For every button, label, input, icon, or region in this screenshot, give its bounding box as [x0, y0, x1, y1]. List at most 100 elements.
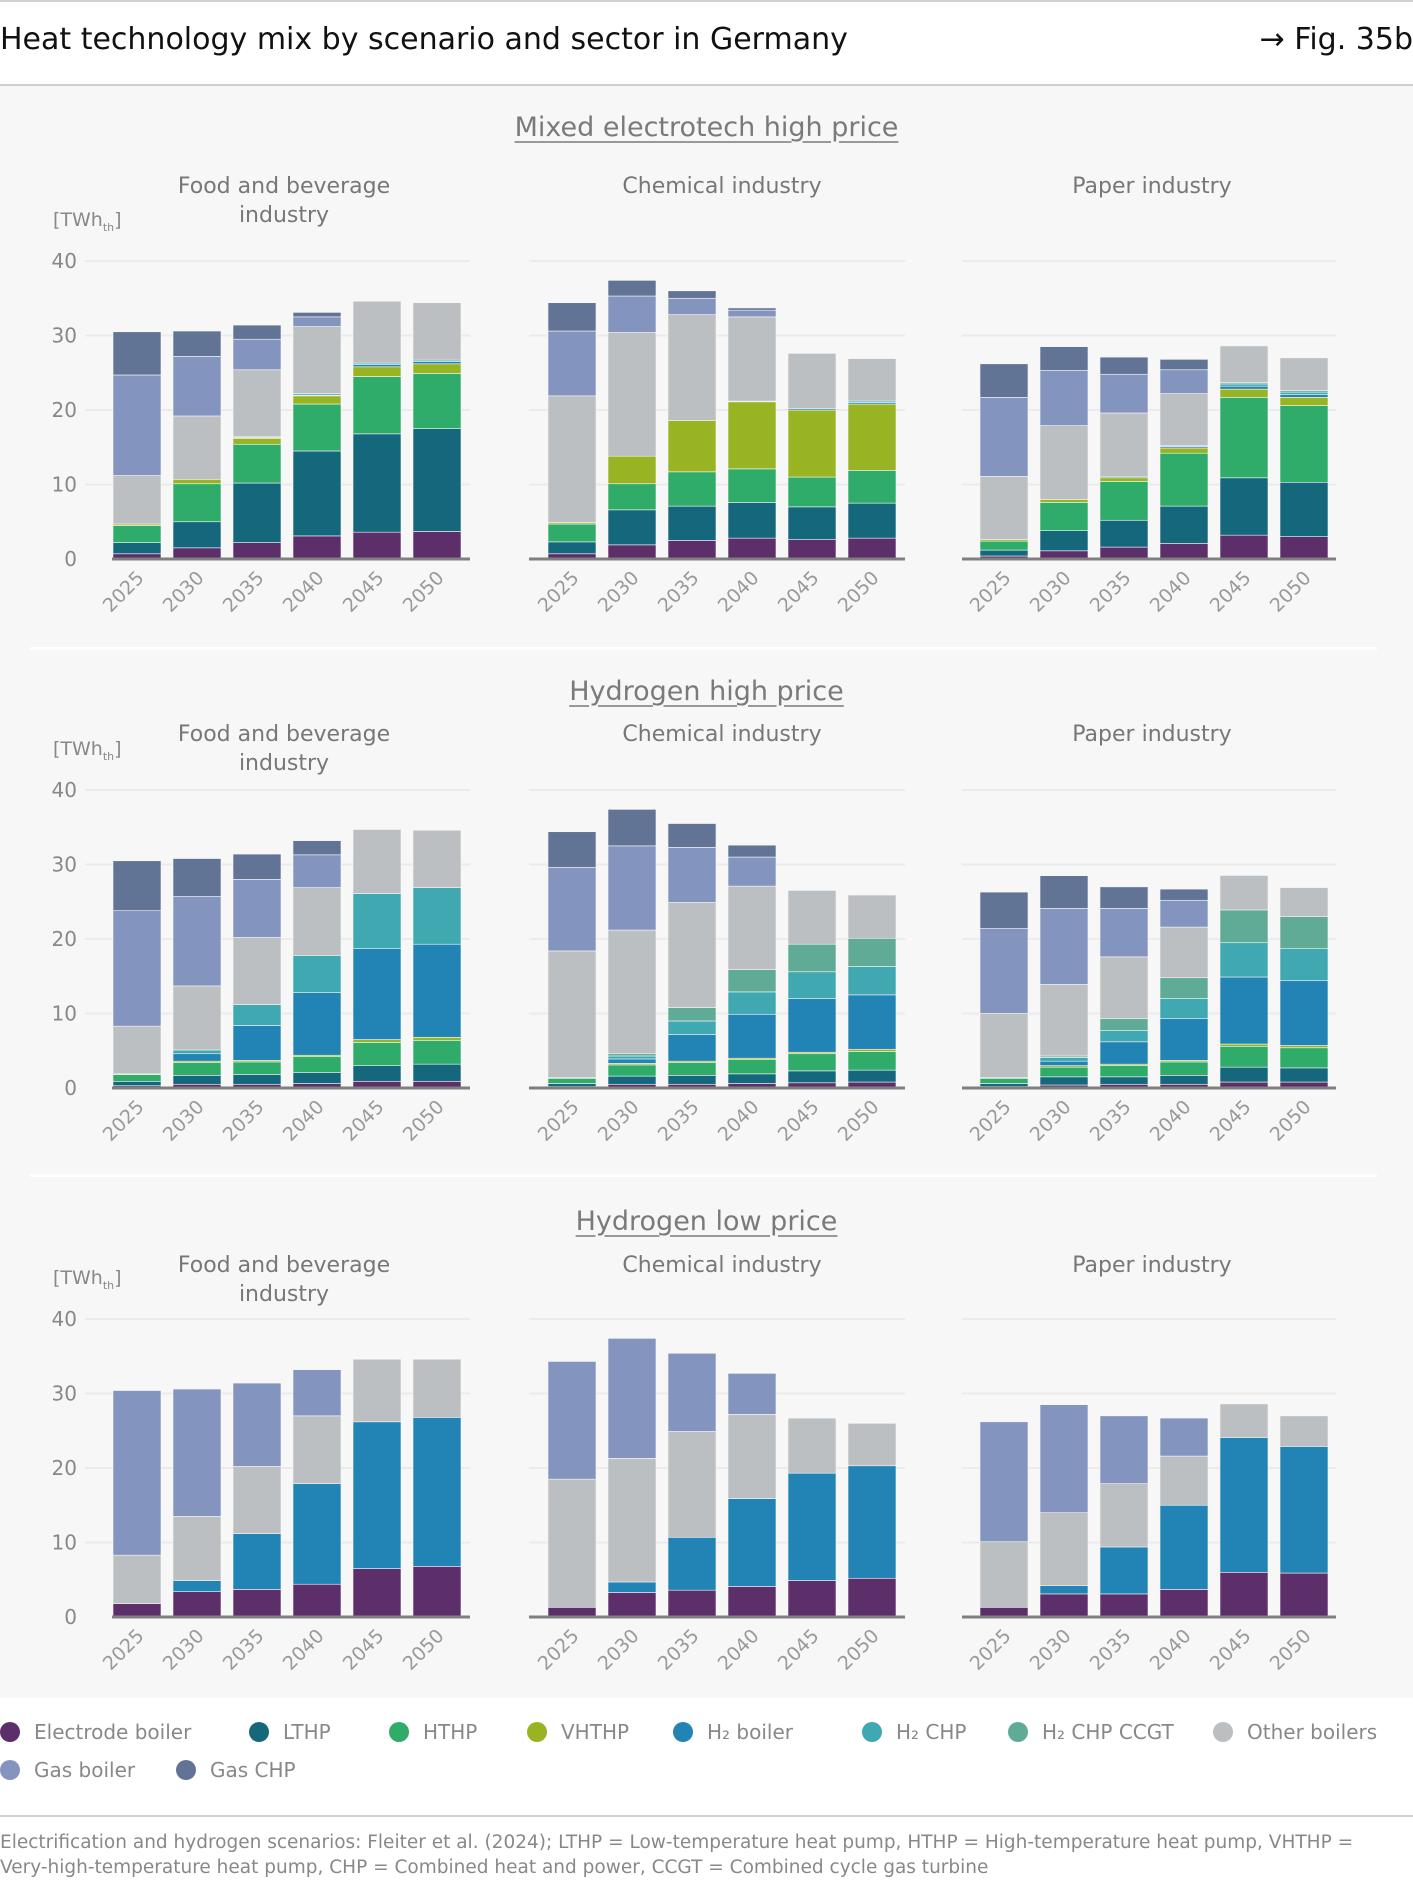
- bar-segment-other-boilers: [172, 985, 222, 1051]
- bar-segment-lthp: [1219, 1066, 1269, 1083]
- bar-segment-h-boiler: [667, 1536, 717, 1591]
- unit-sub: th: [102, 749, 115, 763]
- bar-segment-electrode-boiler: [292, 535, 342, 560]
- bar-segment-electrode-boiler: [1099, 1593, 1149, 1618]
- bar-segment-h-boiler: [172, 1580, 222, 1592]
- x-tick-label: 2025: [534, 567, 584, 617]
- bar-segment-gas-chp: [667, 290, 717, 299]
- bar-segment-other-boilers: [172, 1516, 222, 1581]
- bar-segment-h-boiler: [412, 361, 462, 365]
- bar-segment-h-chp-ccgt: [1279, 916, 1329, 949]
- bar-segment-gas-boiler: [172, 356, 222, 417]
- legend-label: LTHP: [283, 1720, 331, 1744]
- scenario-title-text: Mixed electrotech high price: [514, 112, 899, 143]
- x-tick-label: 2025: [99, 1625, 149, 1675]
- bar-segment-other-boilers: [1219, 1403, 1269, 1438]
- bar-segment-gas-chp: [1099, 886, 1149, 909]
- top-divider: [0, 0, 1413, 2]
- bar-segment-gas-boiler: [292, 1369, 342, 1417]
- bar-segment-h-boiler: [412, 943, 462, 1038]
- sector-title: Chemical industry: [622, 1253, 822, 1278]
- bar-segment-vhthp: [1279, 397, 1329, 406]
- bar-segment-lthp: [1099, 519, 1149, 548]
- bar-segment-other-boilers: [979, 1013, 1029, 1078]
- bar-segment-gas-boiler: [172, 896, 222, 987]
- sector-title: Paper industry: [1072, 174, 1232, 199]
- bar-segment-lthp: [607, 1075, 657, 1085]
- bar-segment-lthp: [607, 509, 657, 546]
- x-tick-label: 2035: [1086, 1625, 1136, 1675]
- x-tick-label: 2050: [1266, 1625, 1316, 1675]
- bar-segment-hthp: [787, 476, 837, 508]
- unit-sub: th: [102, 1278, 115, 1292]
- bar-segment-gas-chp: [607, 809, 657, 847]
- bar-segment-lthp: [112, 542, 162, 555]
- bar-segment-vhthp: [727, 401, 777, 470]
- y-tick-label: 40: [52, 1307, 77, 1331]
- x-tick-label: 2025: [966, 567, 1016, 617]
- bar-segment-other-boilers: [352, 1358, 402, 1423]
- bar-segment-other-boilers: [232, 1466, 282, 1534]
- bar-segment-vhthp: [1099, 477, 1149, 482]
- bar-segment-h-boiler: [1099, 1546, 1149, 1595]
- bar-segment-gas-boiler: [979, 1421, 1029, 1543]
- y-axis-unit: [TWhth]: [53, 209, 122, 234]
- legend-label: HTHP: [423, 1720, 478, 1744]
- y-tick-label: 0: [64, 1605, 77, 1629]
- bar-segment-gas-chp: [292, 840, 342, 856]
- bar-segment-other-boilers: [547, 1478, 597, 1608]
- bar-segment-gas-boiler: [607, 845, 657, 931]
- y-tick-label: 40: [52, 778, 77, 802]
- x-tick-label: 2030: [159, 1096, 209, 1146]
- bar-segment-h-chp: [1279, 391, 1329, 395]
- bar-segment-electrode-boiler: [412, 531, 462, 560]
- x-tick-label: 2050: [834, 1625, 884, 1675]
- bar-segment-lthp: [292, 450, 342, 537]
- legend-item: H₂ CHP CCGT: [1008, 1720, 1174, 1744]
- bar-segment-h-chp: [1219, 942, 1269, 978]
- bar-segment-gas-boiler: [607, 295, 657, 333]
- x-tick-label: 2030: [1026, 1096, 1076, 1146]
- bar-segment-gas-boiler: [1219, 874, 1269, 876]
- sector-title: Food and beverage industry: [177, 722, 391, 776]
- bar-segment-h-boiler: [1219, 1437, 1269, 1573]
- bar-segment-other-boilers: [1279, 887, 1329, 917]
- legend-label: VHTHP: [561, 1720, 630, 1744]
- bar-segment-other-boilers: [172, 415, 222, 480]
- x-tick-label: 2025: [534, 1096, 584, 1146]
- bar-segment-hthp: [112, 1074, 162, 1082]
- x-tick-label: 2045: [1206, 1096, 1256, 1146]
- bar-segment-gas-boiler: [667, 1352, 717, 1432]
- bar-segment-hthp: [667, 471, 717, 507]
- bar-segment-hthp: [1219, 397, 1269, 479]
- x-tick-label: 2035: [219, 1096, 269, 1146]
- legend-label: Gas boiler: [34, 1758, 136, 1782]
- bar-segment-electrode-boiler: [1219, 1571, 1269, 1618]
- panel-1: 2025 2030 2035 2040 2045 2050: [529, 789, 905, 1146]
- bar-segment-h-boiler: [1219, 976, 1269, 1045]
- bar-segment-h-chp-ccgt: [667, 1007, 717, 1022]
- bar-segment-lthp: [292, 1072, 342, 1084]
- x-tick-label: 2035: [1086, 1096, 1136, 1146]
- scenario-title: Mixed electrotech high price: [0, 112, 1413, 143]
- unit-main: [TWh: [53, 738, 103, 760]
- bar-segment-gas-boiler: [667, 847, 717, 903]
- bar-segment-h-boiler: [1099, 1041, 1149, 1065]
- scenario-title: Hydrogen high price: [0, 676, 1413, 707]
- bar-segment-electrode-boiler: [607, 544, 657, 560]
- bar-segment-h-chp: [172, 1049, 222, 1055]
- bar-segment-other-boilers: [787, 353, 837, 409]
- bar-segment-h-chp-ccgt: [787, 943, 837, 973]
- bar-segment-electrode-boiler: [1159, 543, 1209, 560]
- source-note: Electrification and hydrogen scenarios: …: [0, 1832, 1354, 1878]
- legend-label: Electrode boiler: [34, 1720, 192, 1744]
- bar-segment-other-boilers: [292, 326, 342, 394]
- bar-segment-other-boilers: [1219, 875, 1269, 911]
- bar-segment-hthp: [172, 1062, 222, 1076]
- bar-segment-other-boilers: [787, 1417, 837, 1474]
- legend-swatch-icon: [389, 1722, 409, 1742]
- bar-segment-vhthp: [172, 478, 222, 485]
- bar-segment-lthp: [667, 1075, 717, 1085]
- bar-segment-lthp: [787, 506, 837, 540]
